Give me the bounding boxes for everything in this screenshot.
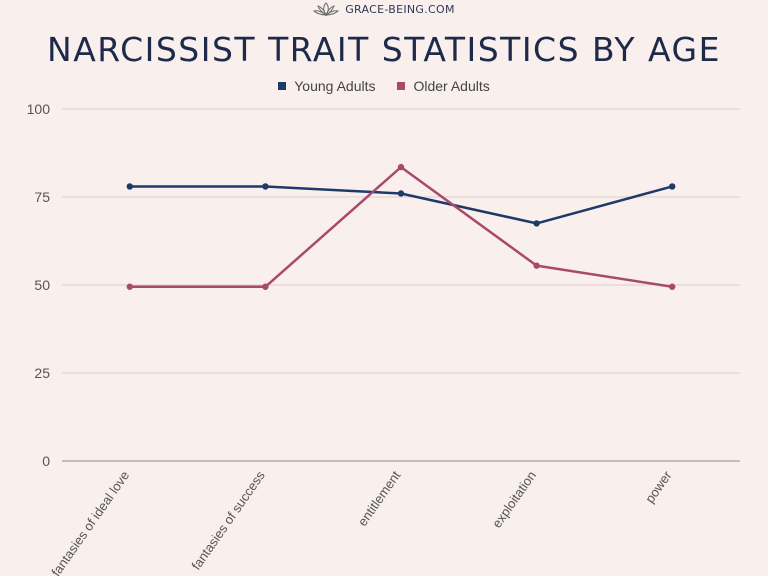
y-tick-label: 75 [34, 189, 50, 205]
x-tick-label: exploitation [489, 468, 539, 530]
brand-name: GRACE-BEING.COM [345, 2, 455, 16]
data-point-older-adults [669, 283, 676, 290]
x-tick-label: fantasies of success [188, 468, 268, 573]
x-tick-label: fantasies of ideal love [48, 468, 132, 576]
data-point-older-adults [533, 262, 540, 269]
y-tick-label: 25 [34, 365, 50, 381]
y-tick-label: 100 [27, 101, 51, 117]
legend-swatch-young-adults [278, 82, 287, 90]
x-tick-label: power [642, 468, 675, 506]
data-point-older-adults [126, 283, 133, 290]
legend-label-young-adults: Young Adults [294, 78, 376, 94]
legend-swatch-older-adults [397, 82, 406, 90]
series-line-older-adults [129, 165, 673, 289]
y-tick-label: 50 [34, 277, 50, 293]
data-point-young-adults [669, 183, 676, 190]
y-tick-label: 0 [42, 453, 50, 469]
data-point-young-adults [126, 183, 133, 190]
x-tick-label: entitlement [355, 468, 404, 529]
legend-item-older-adults: Older Adults [397, 78, 490, 94]
data-point-young-adults [533, 220, 540, 227]
legend-item-young-adults: Young Adults [278, 78, 375, 94]
legend-label-older-adults: Older Adults [413, 78, 490, 94]
data-point-young-adults [262, 183, 269, 190]
data-point-older-adults [262, 283, 269, 290]
data-point-older-adults [397, 163, 405, 171]
lotus-icon [313, 2, 340, 16]
brand-header: GRACE-BEING.COM [0, 2, 768, 16]
chart-title: NARCISSIST TRAIT STATISTICS BY AGE [47, 30, 721, 69]
chart-legend: Young Adults Older Adults [0, 78, 768, 94]
data-point-young-adults [397, 190, 405, 197]
